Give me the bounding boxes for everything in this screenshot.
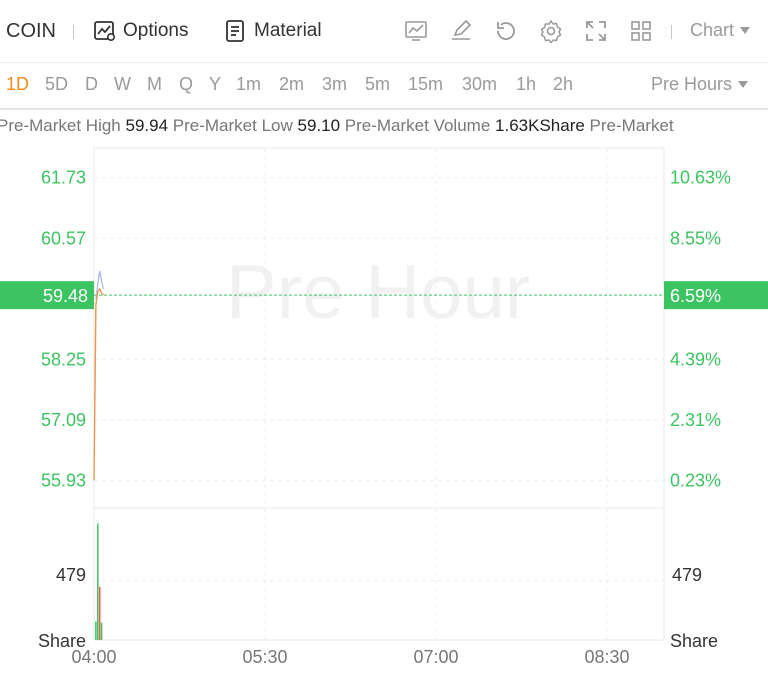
chart-frame [93, 147, 665, 641]
volume-tick-left: 479 [56, 565, 86, 585]
toolbar-separator [671, 25, 672, 39]
document-icon [226, 20, 244, 42]
percent-tick-label: 2.31% [670, 410, 721, 430]
period-1d[interactable]: 1D [6, 74, 30, 94]
refresh-icon[interactable] [494, 19, 518, 43]
period-2h[interactable]: 2h [553, 74, 574, 94]
volume-bar [97, 523, 99, 640]
period-1m[interactable]: 1m [236, 74, 262, 94]
period-2m[interactable]: 2m [279, 74, 305, 94]
time-tick-label: 07:00 [413, 647, 458, 667]
chevron-down-icon [740, 27, 751, 34]
time-tick-label: 05:30 [242, 647, 287, 667]
volume-value: 1.63KShare [495, 116, 585, 135]
toolbar: COIN Options Material [0, 0, 768, 63]
period-d[interactable]: D [85, 74, 98, 94]
time-axis: 04:00 05:30 07:00 08:30 [71, 647, 629, 667]
current-pct-badge [664, 281, 768, 310]
period-5m[interactable]: 5m [365, 74, 391, 94]
period-3m[interactable]: 3m [322, 74, 348, 94]
price-tick-label: 58.25 [41, 349, 86, 369]
chart-type-label: Chart [690, 20, 735, 40]
period-w[interactable]: W [114, 74, 131, 94]
material-label: Material [254, 20, 322, 41]
high-value: 59.94 [125, 116, 169, 135]
session-label: Pre Hours [651, 74, 733, 94]
low-label: Pre-Market Low [172, 116, 293, 135]
volume-bar [100, 622, 103, 640]
period-5d[interactable]: 5D [45, 74, 69, 94]
period-y[interactable]: Y [209, 74, 222, 94]
percent-axis: 10.63% 8.55% 4.39% 2.31% 0.23% [670, 168, 731, 491]
material-button[interactable]: Material [224, 18, 322, 44]
price-tick-label: 55.93 [41, 470, 86, 490]
options-label: Options [123, 20, 189, 41]
session-dropdown[interactable]: Pre Hours [651, 74, 749, 95]
toolbar-separator [73, 25, 74, 39]
options-chart-icon [94, 21, 116, 42]
period-m[interactable]: M [147, 74, 162, 94]
symbol-label[interactable]: COIN [6, 19, 56, 42]
gear-icon[interactable] [539, 19, 563, 43]
period-q[interactable]: Q [179, 74, 194, 94]
pre-market-stats: Pre-Market High 59.94 Pre-Market Low 59.… [0, 116, 674, 136]
watermark-text: Pre Hour [226, 250, 530, 335]
chevron-down-icon [738, 81, 749, 88]
volume-bar [95, 621, 97, 640]
chart-type-dropdown[interactable]: Chart [690, 20, 751, 41]
price-axis: 61.73 60.57 58.25 57.09 55.93 [41, 168, 86, 491]
time-tick-label: 04:00 [71, 647, 116, 667]
draw-pen-icon[interactable] [449, 19, 473, 43]
percent-tick-label: 4.39% [670, 349, 721, 369]
volume-bar [98, 586, 101, 640]
percent-tick-label: 10.63% [670, 168, 731, 188]
grid-layout-icon[interactable] [629, 19, 653, 43]
volume-panel [95, 523, 103, 640]
percent-tick-label: 8.55% [670, 228, 721, 248]
high-label: Pre-Market High [0, 116, 121, 135]
chart-grid [93, 147, 665, 641]
current-pct-label: 6.59% [670, 286, 721, 306]
current-price-badge [0, 281, 94, 310]
time-tick-label: 08:30 [584, 647, 629, 667]
period-selector: 1D 5D D W M Q Y 1m 2m 3m 5m 15m 30m 1h 2… [0, 62, 768, 110]
fullscreen-icon[interactable] [584, 19, 608, 43]
volume-unit-left: Share [38, 631, 86, 651]
volume-label: Pre-Market Volume [344, 116, 491, 135]
average-price-line [95, 271, 105, 300]
price-tick-label: 61.73 [41, 168, 86, 188]
price-line [93, 287, 105, 481]
period-1h[interactable]: 1h [516, 74, 537, 94]
current-price-label: 59.48 [43, 286, 88, 306]
chart-trend-icon[interactable] [404, 19, 428, 43]
volume-unit-right: Share [670, 631, 718, 651]
price-series [93, 271, 105, 481]
price-tick-label: 57.09 [41, 410, 86, 430]
price-tick-label: 60.57 [41, 228, 86, 248]
period-15m[interactable]: 15m [408, 74, 444, 94]
period-30m[interactable]: 30m [462, 74, 498, 94]
trailing-label: Pre-Market [589, 116, 674, 135]
options-button[interactable]: Options [93, 18, 188, 44]
low-value: 59.10 [297, 116, 341, 135]
percent-tick-label: 0.23% [670, 470, 721, 490]
volume-tick-right: 479 [672, 565, 702, 585]
